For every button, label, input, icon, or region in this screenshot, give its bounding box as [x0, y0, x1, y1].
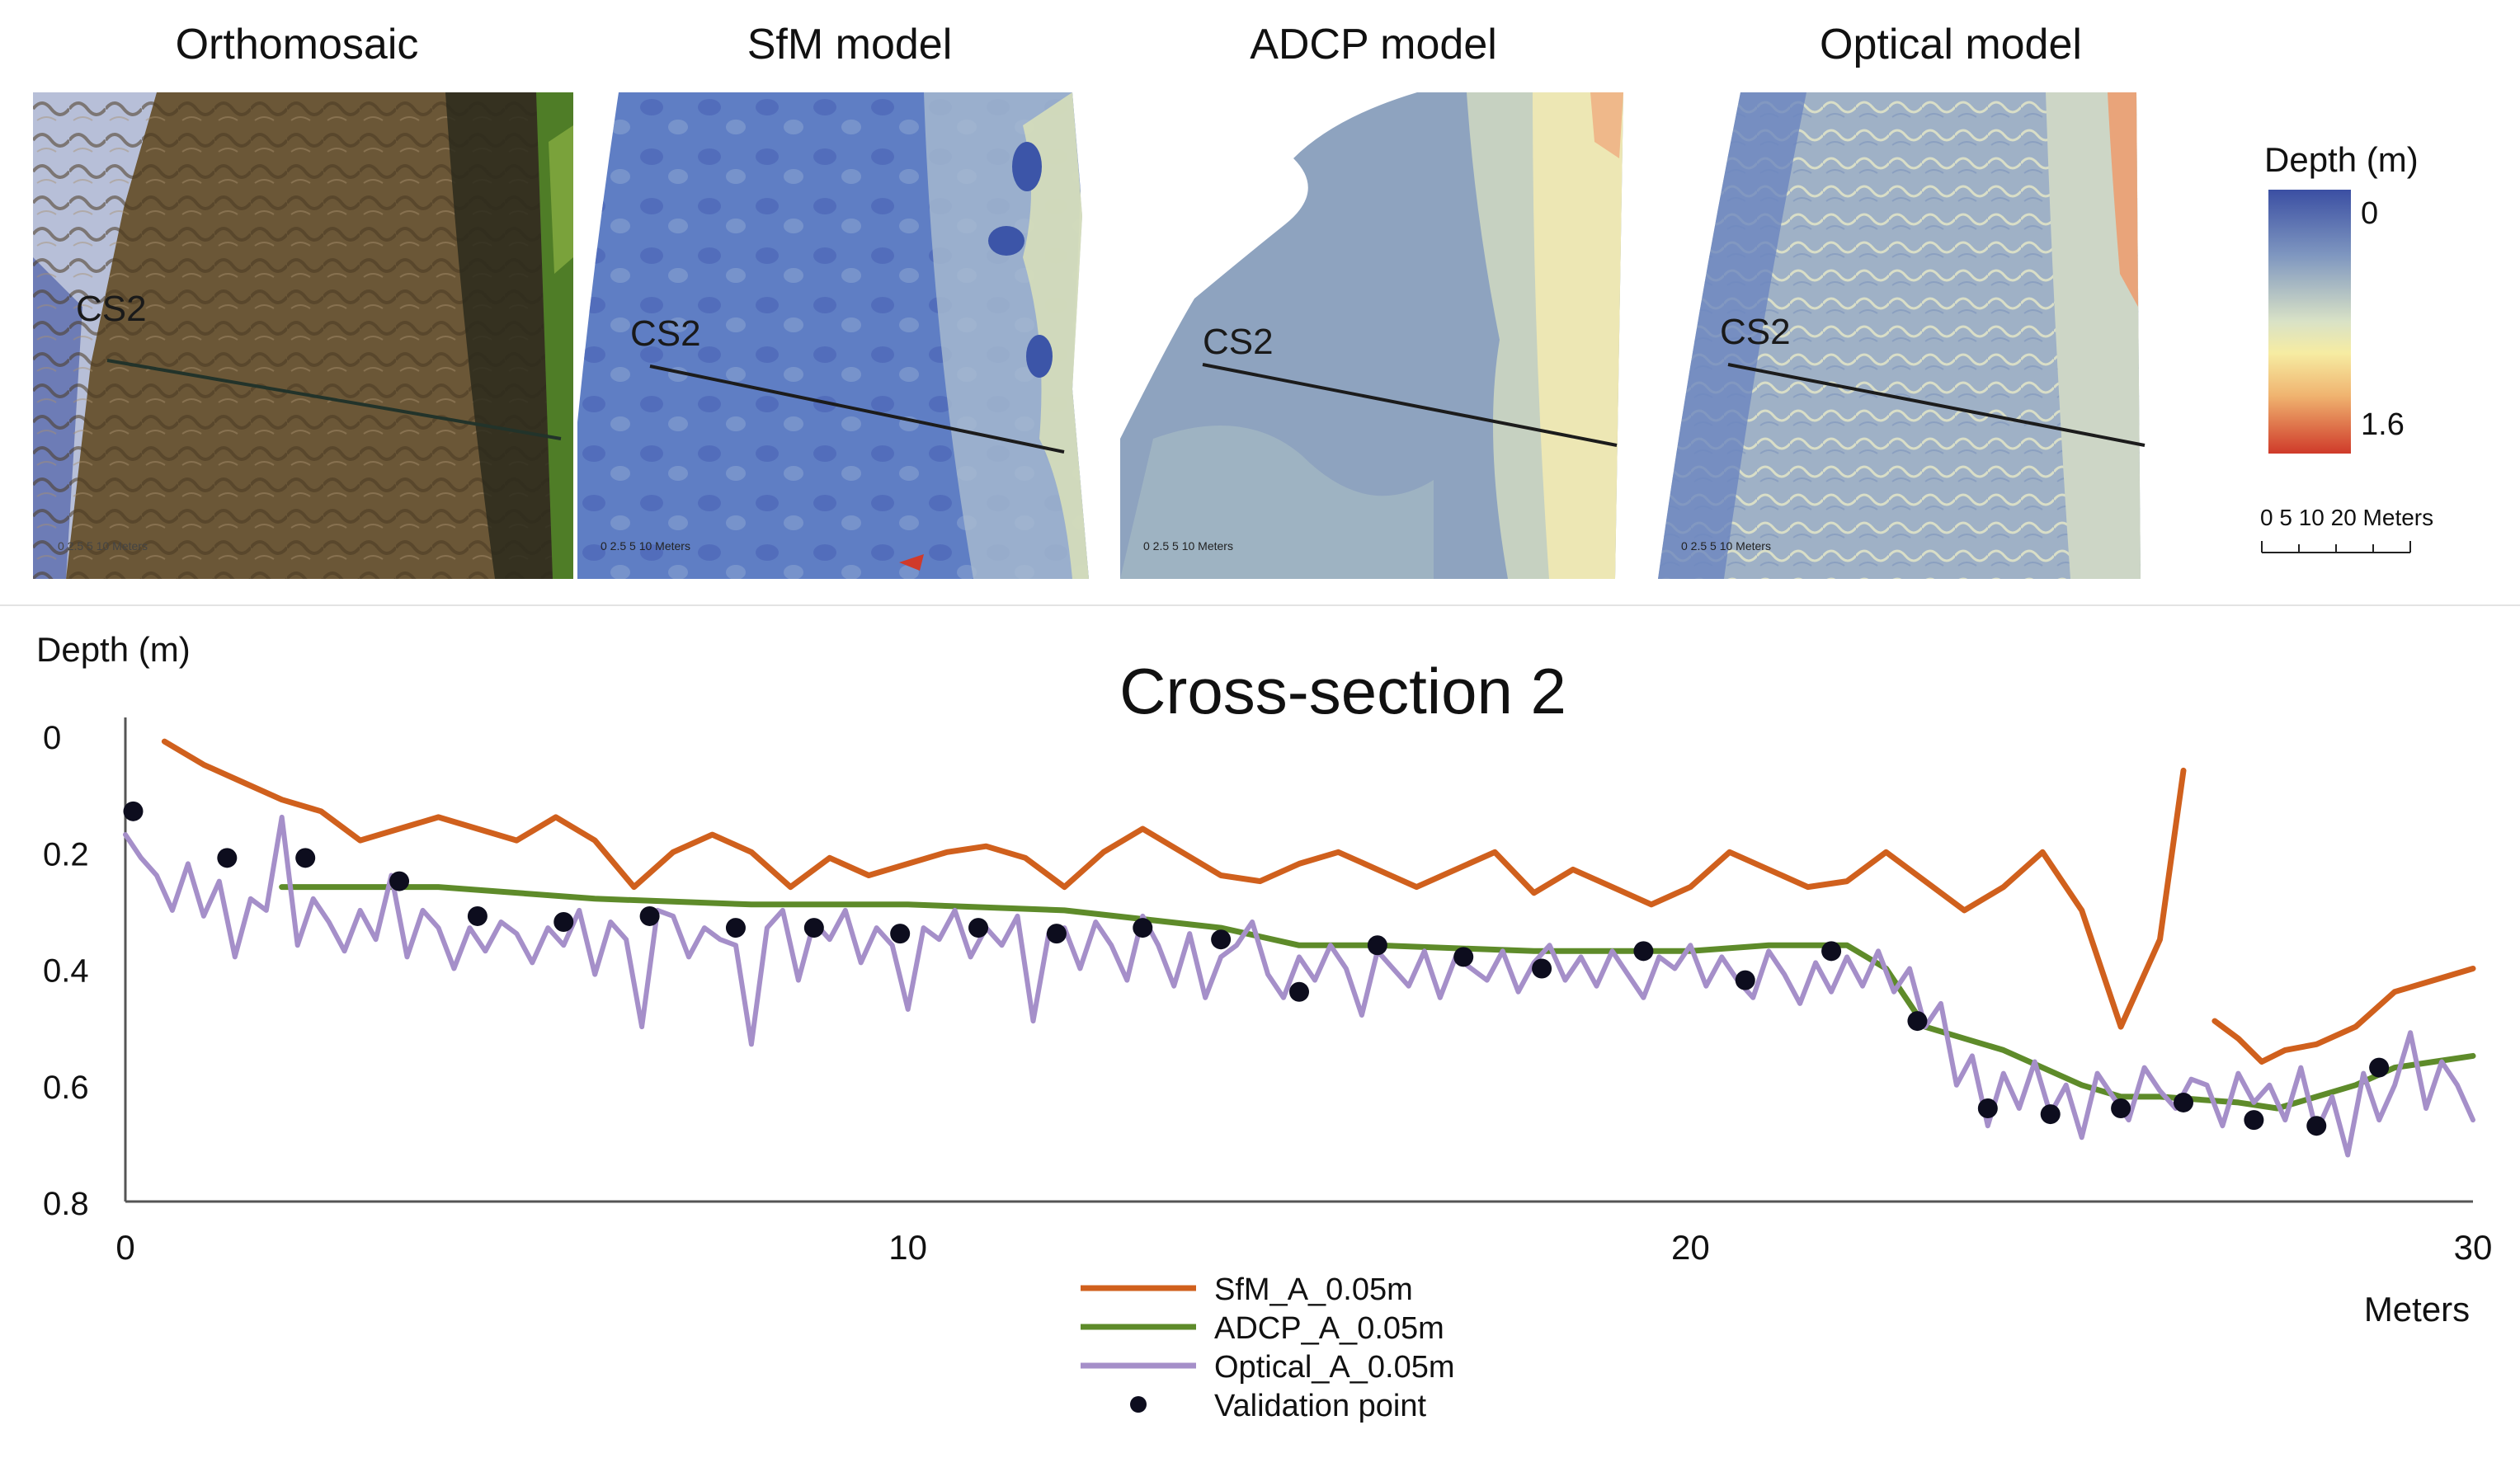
validation-point [1211, 929, 1232, 950]
validation-point [389, 871, 410, 891]
x-tick-label: 20 [1671, 1228, 1710, 1267]
y-tick-label: 0.6 [43, 1070, 89, 1106]
panel-title-sfm: SfM model [747, 21, 953, 68]
y-tick-label: 0.8 [43, 1186, 89, 1222]
validation-point [1821, 941, 1842, 962]
validation-point [725, 918, 746, 938]
sfm-map: CS2 0 2.5 5 10 Meters [577, 92, 1118, 579]
panel-title-optical: Optical model [1820, 21, 2082, 68]
map-scale-label: 0 2.5 5 10 Meters [58, 539, 148, 553]
cs2-label: CS2 [1203, 322, 1274, 362]
legend-marker-validation [1130, 1396, 1147, 1413]
validation-point [2173, 1092, 2193, 1112]
validation-point [553, 912, 574, 932]
map-scale-label: 0 2.5 5 10 Meters [1143, 539, 1233, 553]
adcp-map: CS2 0 2.5 5 10 Meters [1120, 92, 1632, 579]
cs2-transect-line [649, 364, 1065, 454]
legend-label-validation: Validation point [1214, 1389, 1426, 1423]
validation-point [2369, 1057, 2390, 1078]
cs2-label: CS2 [1720, 312, 1791, 352]
x-tick-label: 10 [888, 1228, 927, 1267]
cs2-transect-line [1727, 363, 2146, 447]
validation-point [1633, 941, 1654, 962]
depth-legend-min: 0 [2361, 196, 2379, 231]
series-layer [123, 738, 2476, 1158]
validation-point [1367, 935, 1387, 956]
panel-title-orthomosaic: Orthomosaic [175, 21, 419, 68]
validation-point [1735, 970, 1755, 990]
adcp-series-line [279, 884, 2476, 1112]
chart-legend: SfM_A_0.05m ADCP_A_0.05m Optical_A_0.05m Va… [1081, 1272, 1455, 1423]
adcp-depth-raster [1120, 92, 1632, 579]
map-scale-bar: 0 2.5 5 10 Meters [58, 539, 148, 553]
chart-title: Cross-section 2 [1119, 655, 1566, 727]
orthomosaic-image [33, 92, 573, 579]
map-scale-label: 0 2.5 5 10 Meters [1681, 539, 1771, 553]
validation-point [2040, 1104, 2061, 1125]
map-scale-bar: 0 2.5 5 10 Meters [601, 539, 690, 553]
legend-scale-bar [2261, 541, 2411, 553]
validation-point [1532, 958, 1552, 979]
x-tick-label: 30 [2454, 1228, 2493, 1267]
validation-point [968, 918, 989, 938]
sfm-series-line [2211, 966, 2476, 1065]
validation-point [295, 848, 316, 868]
cs2-transect-line [106, 359, 562, 440]
axis-ticks: 0 0.2 0.4 0.6 0.8 0 10 20 30 [43, 720, 2492, 1267]
optical-depth-raster [1658, 92, 2153, 579]
validation-point [1046, 924, 1067, 944]
validation-point [2306, 1116, 2327, 1136]
validation-point [1289, 981, 1309, 1002]
legend-label-sfm: SfM_A_0.05m [1214, 1272, 1413, 1307]
validation-point [1133, 918, 1153, 938]
validation-point [1453, 947, 1474, 967]
validation-point [639, 905, 660, 926]
sfm-series-line [161, 738, 2187, 1030]
cross-section-chart: Cross-section 2 Depth (m) Meters 0 0.2 0.4… [36, 630, 2492, 1423]
x-axis-label: Meters [2364, 1290, 2470, 1329]
map-scale-label: 0 2.5 5 10 Meters [601, 539, 690, 553]
validation-point [2111, 1098, 2131, 1118]
optical-series-line [123, 814, 2475, 1158]
x-tick-label: 0 [115, 1228, 134, 1267]
validation-point [2244, 1110, 2264, 1131]
depth-legend-max: 1.6 [2361, 407, 2405, 442]
legend-label-adcp: ADCP_A_0.05m [1214, 1311, 1444, 1346]
validation-point [803, 918, 824, 938]
cs2-transect-line [1202, 363, 1618, 447]
section-divider [0, 604, 2520, 606]
validation-point [1977, 1098, 1998, 1118]
orthomosaic-map: CS2 0 2.5 5 10 Meters [33, 92, 573, 579]
legend-scale-label: 0 5 10 20 Meters [2260, 505, 2434, 530]
panel-title-adcp: ADCP model [1250, 21, 1497, 68]
y-tick-label: 0.2 [43, 836, 89, 872]
depth-legend-title: Depth (m) [2264, 140, 2419, 179]
validation-point [890, 924, 911, 944]
validation-point [217, 848, 238, 868]
y-axis-label: Depth (m) [36, 630, 191, 669]
y-tick-label: 0.4 [43, 953, 89, 990]
validation-point [467, 905, 488, 926]
cs2-label: CS2 [630, 313, 701, 354]
validation-point [123, 801, 144, 821]
optical-map: CS2 0 2.5 5 10 Meters [1658, 92, 2153, 579]
sfm-depth-raster [577, 92, 1118, 579]
map-scale-bar: 0 2.5 5 10 Meters [1143, 539, 1233, 553]
legend-label-optical: Optical_A_0.05m [1214, 1350, 1455, 1385]
validation-point [1907, 1011, 1928, 1032]
depth-color-ramp [2268, 190, 2351, 454]
map-scale-bar: 0 2.5 5 10 Meters [1681, 539, 1771, 553]
y-tick-label: 0 [43, 720, 61, 756]
cs2-label: CS2 [76, 289, 147, 329]
